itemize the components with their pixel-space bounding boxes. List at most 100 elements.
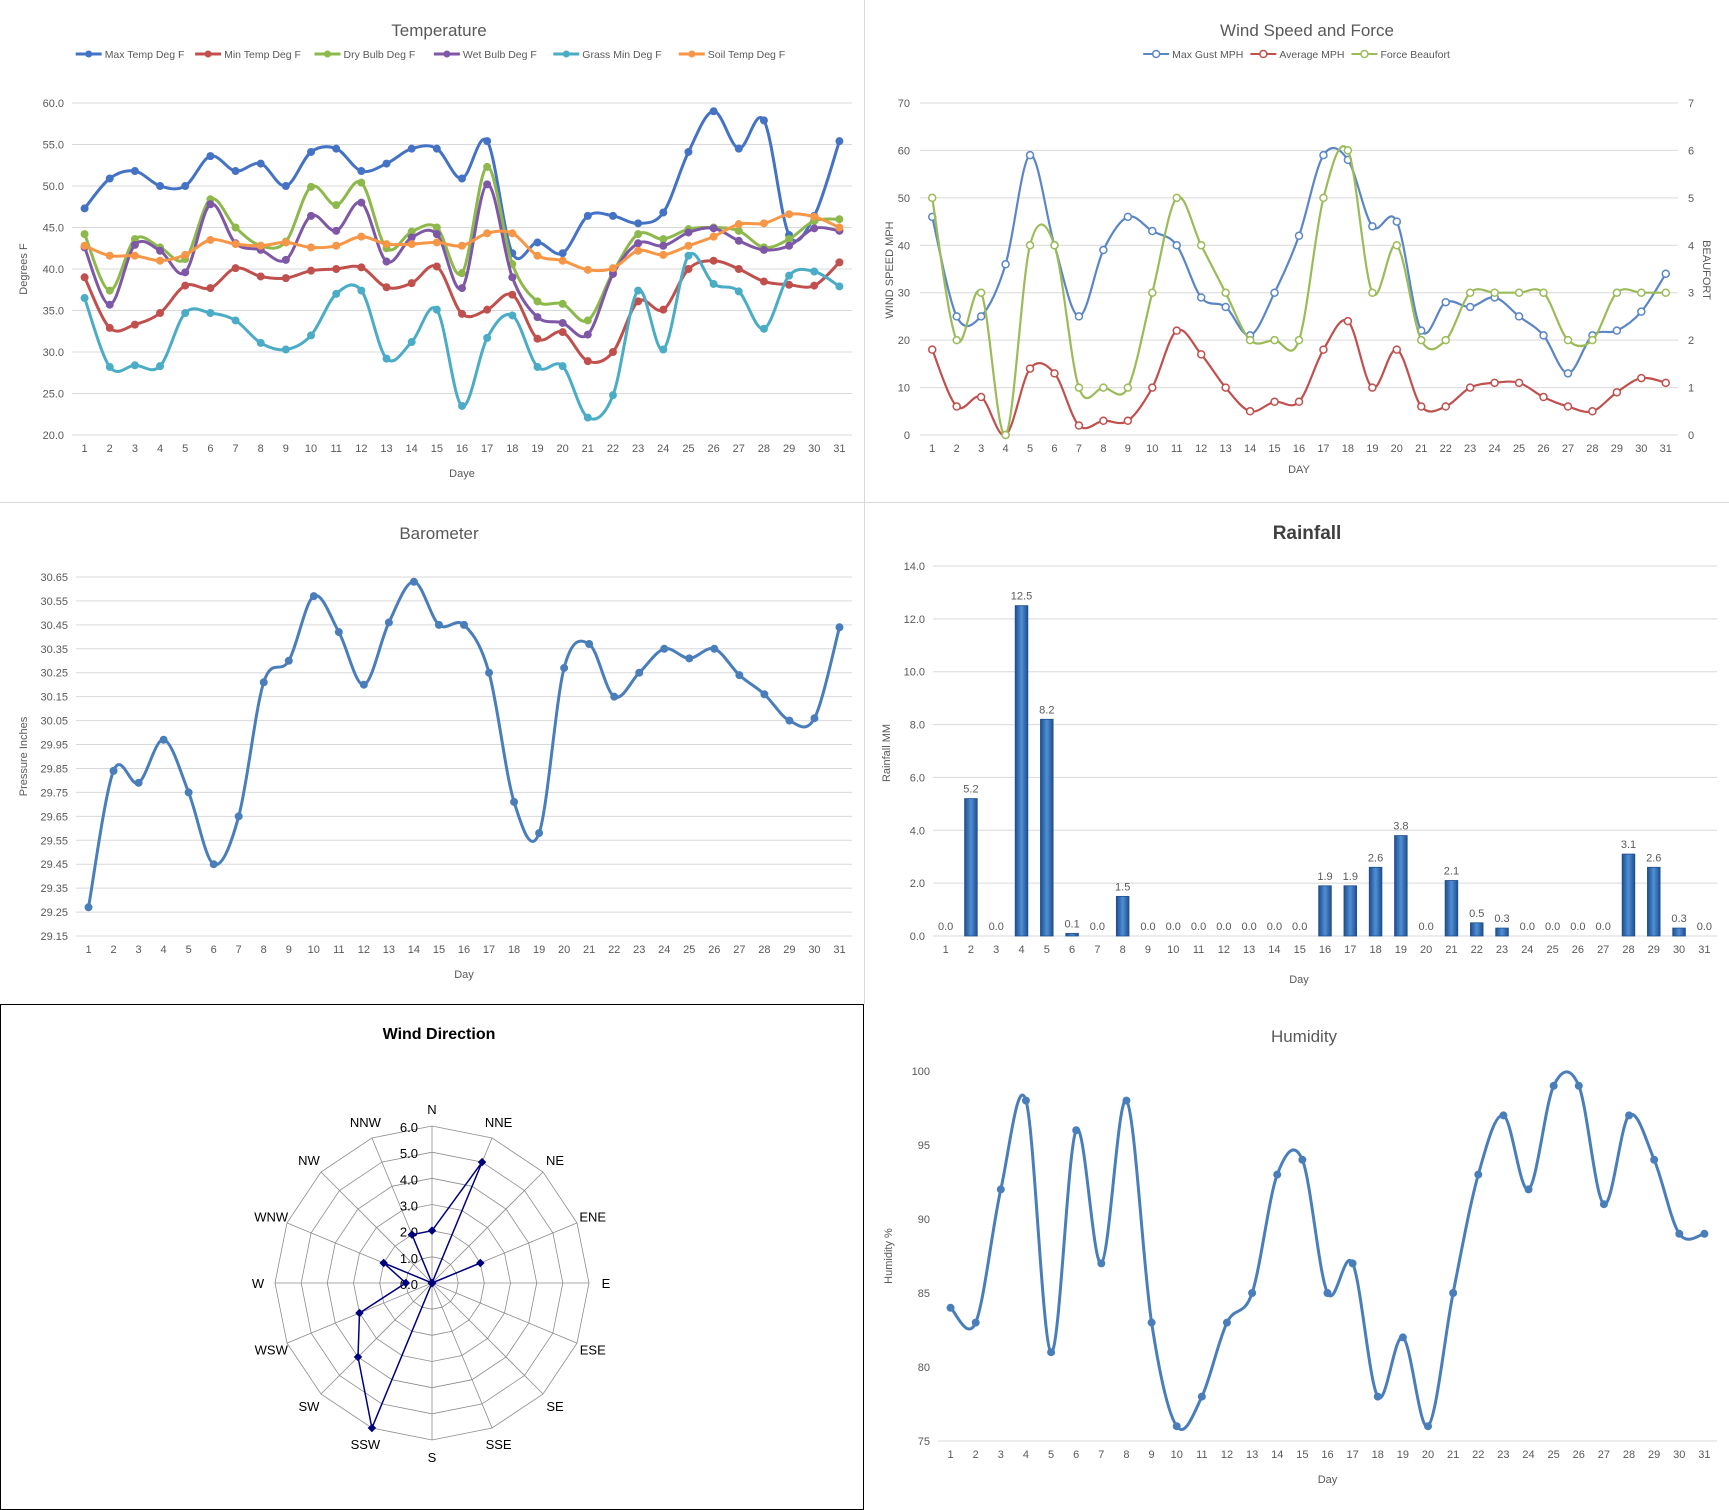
- direction-label: NNE: [485, 1115, 513, 1130]
- data-point: [533, 334, 542, 343]
- x-tick-label: 18: [506, 443, 518, 455]
- x-tick-label: 19: [531, 443, 543, 455]
- data-point: [1074, 421, 1084, 430]
- data-point: [105, 362, 114, 371]
- x-tick-label: 26: [707, 443, 719, 455]
- x-tick-label: 22: [1471, 944, 1483, 956]
- data-point: [810, 267, 819, 276]
- y-tick-label: 85: [918, 1288, 930, 1300]
- data-point: [181, 182, 190, 190]
- wind-direction-chart-panel: Wind Direction N NNE NE ENE E ESE SE SSE S SSW SW WS…: [0, 1004, 864, 1510]
- data-point: [634, 239, 643, 248]
- legend-label: Max Gust MPH: [1172, 49, 1243, 61]
- y2-tick-label: 5: [1688, 193, 1694, 205]
- y-tick-label: 30: [898, 288, 910, 300]
- data-point: [382, 257, 391, 266]
- chart-title: Humidity: [1271, 1027, 1338, 1046]
- data-point: [1248, 1289, 1257, 1297]
- data-label: 0.0: [1267, 921, 1282, 933]
- x-tick-label: 16: [458, 944, 470, 956]
- y-tick-label: 95: [918, 1140, 930, 1152]
- x-tick-label: 6: [207, 443, 213, 455]
- y-tick-label: 29.85: [40, 763, 68, 775]
- data-point: [684, 251, 693, 260]
- data-point: [181, 281, 190, 290]
- y-tick-label: 30.65: [40, 572, 68, 584]
- x-tick-label: 22: [607, 443, 619, 455]
- legend-marker: [204, 50, 212, 58]
- x-tick-label: 10: [305, 443, 317, 455]
- data-point: [558, 249, 567, 258]
- data-point: [533, 297, 542, 306]
- data-point: [659, 208, 668, 217]
- data-point: [1612, 326, 1622, 335]
- x-tick-label: 27: [1562, 443, 1574, 455]
- x-tick-label: 14: [1268, 944, 1280, 956]
- data-point: [1424, 1422, 1433, 1431]
- direction-label: NNW: [350, 1115, 382, 1130]
- x-tick-label: 13: [383, 944, 395, 956]
- data-point: [332, 241, 341, 250]
- data-point: [684, 228, 693, 237]
- data-point: [759, 116, 768, 125]
- x-tick-label: 6: [1069, 944, 1075, 956]
- data-point: [734, 226, 743, 235]
- x-tick-label: 24: [1521, 944, 1533, 956]
- y2-tick-label: 7: [1688, 98, 1694, 110]
- temperature-chart-panel: Temperature 20.0 25.0 30.0 35.0 40.0 45.0 50.0 5…: [0, 0, 865, 503]
- data-point: [1392, 217, 1402, 226]
- data-point: [835, 215, 844, 224]
- y-tick-label: 29.45: [40, 859, 68, 871]
- data-point: [709, 232, 718, 241]
- data-point: [332, 265, 341, 273]
- x-tick-label: 13: [1243, 944, 1255, 956]
- data-point: [259, 678, 268, 687]
- data-point: [1148, 383, 1157, 392]
- data-point: [558, 318, 567, 327]
- direction-label: WNW: [254, 1209, 289, 1224]
- radar-spoke: [320, 1171, 433, 1284]
- data-point: [460, 620, 468, 629]
- data-point: [458, 269, 466, 278]
- data-point: [634, 286, 643, 295]
- data-label: 0.0: [1241, 921, 1256, 933]
- x-tick-label: 12: [1218, 944, 1230, 956]
- data-point: [759, 324, 768, 333]
- data-point: [952, 335, 961, 345]
- x-tick-label: 24: [1522, 1449, 1534, 1461]
- x-tick-label: 24: [1488, 443, 1500, 455]
- data-point: [634, 219, 643, 228]
- r-tick-label: 2.0: [400, 1225, 418, 1240]
- data-point: [307, 331, 316, 340]
- data-label: 0.0: [1191, 921, 1206, 933]
- data-point: [1123, 383, 1133, 392]
- data-point: [1514, 288, 1524, 297]
- x-tick-label: 27: [733, 443, 745, 455]
- x-tick-label: 14: [1271, 1449, 1283, 1461]
- data-point: [996, 1185, 1005, 1194]
- x-tick-label: 11: [1196, 1449, 1207, 1461]
- data-point: [709, 107, 718, 116]
- data-point: [407, 144, 416, 153]
- legend-marker: [324, 50, 331, 58]
- x-tick-label: 2: [107, 443, 113, 455]
- data-point: [427, 1278, 437, 1288]
- x-tick-label: 1: [85, 944, 91, 956]
- x-tick-label: 1: [943, 944, 949, 956]
- data-label: 0.0: [1166, 921, 1181, 933]
- x-tick-label: 17: [1344, 944, 1356, 956]
- data-point: [1319, 193, 1328, 203]
- data-point: [734, 265, 743, 273]
- x-tick-label: 25: [1546, 944, 1558, 956]
- legend-label: Dry Bulb Deg F: [344, 49, 416, 61]
- x-tick-label: 28: [758, 944, 770, 956]
- data-point: [535, 829, 544, 838]
- data-point: [1441, 297, 1450, 307]
- rain-bar: [1115, 895, 1130, 937]
- direction-label: NW: [298, 1153, 320, 1168]
- barometer-chart-panel: Barometer 29.15 29.25 29.35 29.45 29.55 29.65 2…: [0, 503, 865, 1004]
- data-label: 0.0: [1570, 921, 1585, 933]
- data-point: [432, 262, 441, 271]
- x-tick-label: 15: [433, 944, 445, 956]
- rainfall-chart: Rainfall0.02.04.06.08.010.012.014.00.015…: [881, 523, 1717, 986]
